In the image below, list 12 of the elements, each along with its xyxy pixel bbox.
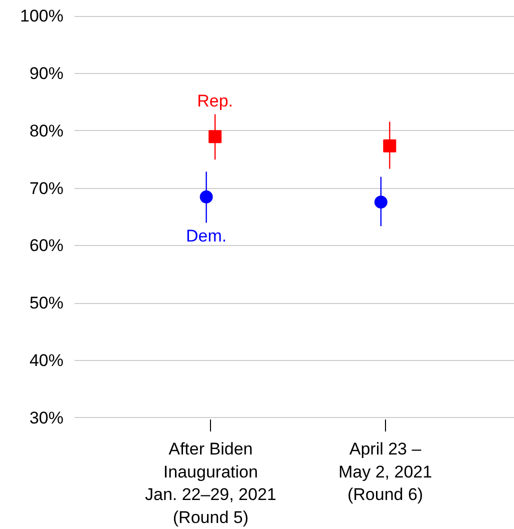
y-tick-label: 30%: [29, 408, 64, 428]
y-tick-label: 70%: [29, 178, 64, 198]
y-tick-label: 80%: [29, 121, 64, 140]
y-tick-label: 50%: [29, 294, 64, 313]
y-tick-label: 90%: [29, 64, 64, 84]
y-tick-label: 60%: [29, 236, 64, 256]
y-tick-label: 100%: [20, 6, 64, 26]
x-tick-label: After Biden Inauguration Jan. 22–29, 2021 (Round 5): [144, 440, 276, 527]
series-label: Dem.: [186, 226, 227, 246]
series-label: Rep.: [197, 91, 234, 110]
y-tick-label: 40%: [29, 350, 64, 370]
x-tick-label: April 23 – May 2, 2021 (Round 6): [338, 440, 432, 504]
